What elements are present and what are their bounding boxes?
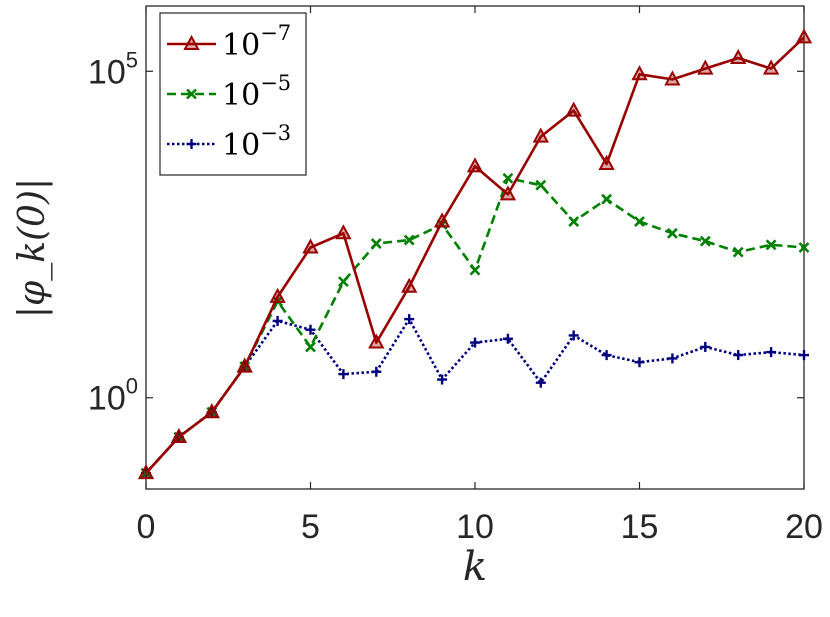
data-point <box>601 193 613 205</box>
data-point <box>368 333 385 349</box>
series-2 <box>140 172 810 479</box>
data-point <box>732 246 744 258</box>
legend-entry: 10−5 <box>167 71 291 113</box>
data-point <box>302 238 319 254</box>
series-line <box>145 176 805 474</box>
series-3 <box>141 314 809 479</box>
data-point <box>598 154 615 171</box>
data-point <box>403 234 415 246</box>
legend: 10−7 10−5 10−3 <box>159 12 307 176</box>
data-point <box>305 341 316 353</box>
data-point <box>470 337 480 348</box>
data-point <box>236 357 253 373</box>
data-point <box>203 403 220 419</box>
data-point <box>565 101 582 117</box>
data-point <box>634 216 645 227</box>
legend-marker <box>186 139 197 149</box>
data-point <box>762 59 780 75</box>
y-axis-label: |φ_k(0)| <box>12 178 53 318</box>
legend-label: 10−7 <box>222 21 291 63</box>
legend-label: 10−3 <box>222 121 291 163</box>
data-point <box>469 264 481 276</box>
data-point <box>730 48 747 64</box>
data-point <box>799 350 809 361</box>
data-point <box>502 333 513 344</box>
data-point <box>666 227 678 239</box>
data-point <box>667 353 678 364</box>
data-point <box>170 427 188 444</box>
x-tick-label: 20 <box>785 508 823 546</box>
data-point <box>502 172 514 184</box>
x-tick-label: 15 <box>621 508 659 546</box>
data-point <box>272 315 283 326</box>
data-point <box>499 185 517 201</box>
data-point <box>634 357 645 368</box>
data-point <box>664 70 681 86</box>
data-point <box>699 235 711 247</box>
data-point <box>269 287 286 303</box>
data-point <box>404 314 415 325</box>
data-point <box>466 157 484 173</box>
data-point <box>137 464 155 480</box>
data-point <box>601 350 612 361</box>
data-point <box>338 369 349 380</box>
data-point <box>437 374 448 385</box>
legend-marker <box>186 88 197 100</box>
data-point <box>337 276 349 288</box>
x-tick-label: 10 <box>456 508 494 546</box>
data-point <box>532 127 549 143</box>
data-point <box>305 324 316 335</box>
data-point <box>766 347 777 358</box>
x-tick-label: 5 <box>301 508 320 546</box>
data-point <box>535 377 546 388</box>
data-point <box>370 238 382 249</box>
data-point <box>335 224 352 240</box>
x-axis-label: k <box>463 544 487 590</box>
data-point <box>433 212 451 228</box>
y-tick-label: 100 <box>88 374 138 418</box>
data-point <box>733 350 744 361</box>
data-point <box>765 239 777 251</box>
y-tick-label: 105 <box>88 47 138 91</box>
data-point <box>401 277 418 293</box>
series-1 <box>137 28 813 480</box>
data-point <box>568 330 579 341</box>
legend-box <box>159 12 307 176</box>
data-point <box>798 242 810 253</box>
data-point <box>795 28 813 44</box>
data-point <box>697 59 714 75</box>
y-axis-ticks: 100 105 <box>88 47 804 418</box>
series-line <box>145 36 805 474</box>
data-point <box>535 179 547 191</box>
legend-entry: 10−7 <box>167 21 291 63</box>
x-tick-label: 0 <box>137 508 156 546</box>
data-point <box>371 366 382 377</box>
legend-entry: 10−3 <box>167 121 291 163</box>
series-layer <box>137 28 813 480</box>
legend-label: 10−5 <box>222 71 291 113</box>
data-point <box>700 341 711 352</box>
data-point <box>568 216 580 227</box>
data-point <box>631 65 648 81</box>
x-axis-ticks: 0 5 10 15 20 <box>137 6 823 546</box>
legend-marker <box>183 34 200 50</box>
